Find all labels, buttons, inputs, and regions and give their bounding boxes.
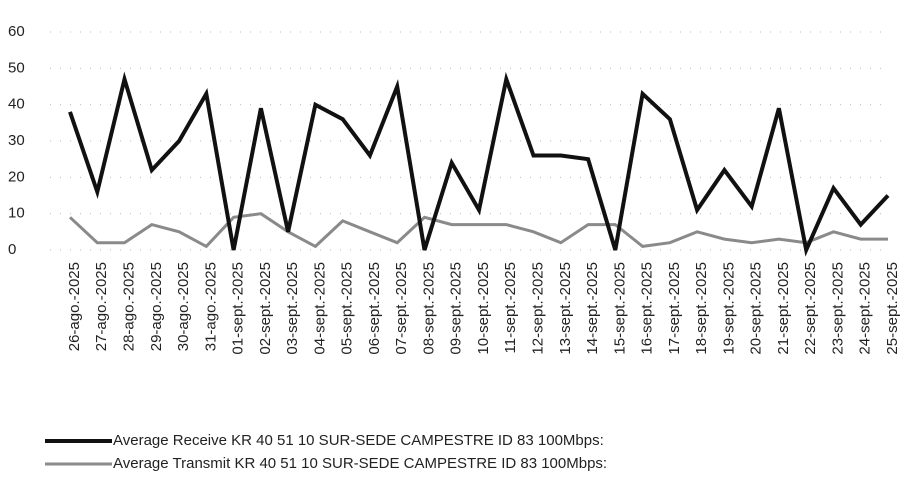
data-line — [68, 71, 890, 257]
x-tick-label: 12-sept.-2025 — [530, 262, 547, 355]
x-tick-label: 18-sept.-2025 — [693, 262, 710, 355]
x-tick-label: 02-sept.-2025 — [257, 262, 274, 355]
x-tick-label: 07-sept.-2025 — [393, 262, 410, 355]
y-tick-label: 10 — [8, 205, 25, 222]
x-tick-label: 17-sept.-2025 — [666, 262, 683, 355]
x-tick-label: 31-ago.-2025 — [202, 262, 219, 351]
x-tick-label: 25-sept.-2025 — [884, 262, 901, 355]
x-tick-label: 06-sept.-2025 — [366, 262, 383, 355]
x-tick-label: 19-sept.-2025 — [720, 262, 737, 355]
x-tick-label: 10-sept.-2025 — [475, 262, 492, 355]
x-tick-label: 28-ago.-2025 — [121, 262, 138, 351]
x-tick-label: 15-sept.-2025 — [611, 262, 628, 355]
x-tick-label: 05-sept.-2025 — [339, 262, 356, 355]
legend-label: Average Receive KR 40 51 10 SUR-SEDE CAM… — [113, 432, 604, 449]
x-tick-label: 03-sept.-2025 — [284, 262, 301, 355]
x-tick-label: 01-sept.-2025 — [230, 262, 247, 355]
x-tick-label: 23-sept.-2025 — [829, 262, 846, 355]
x-tick-label: 20-sept.-2025 — [748, 262, 765, 355]
y-tick-label: 0 — [8, 241, 16, 258]
legend-label: Average Transmit KR 40 51 10 SUR-SEDE CA… — [113, 455, 607, 472]
x-tick-label: 11-sept.-2025 — [502, 262, 519, 353]
x-tick-label: 30-ago.-2025 — [175, 262, 192, 351]
x-tick-label: 22-sept.-2025 — [802, 262, 819, 355]
y-tick-label: 60 — [8, 23, 25, 40]
x-tick-label: 16-sept.-2025 — [639, 262, 656, 355]
y-tick-label: 50 — [8, 59, 25, 76]
x-tick-label: 09-sept.-2025 — [448, 262, 465, 355]
x-tick-label: 14-sept.-2025 — [584, 262, 601, 355]
x-tick-label: 04-sept.-2025 — [311, 262, 328, 355]
y-tick-label: 30 — [8, 132, 25, 149]
x-tick-label: 13-sept.-2025 — [557, 262, 574, 355]
y-tick-label: 20 — [8, 168, 25, 185]
x-tick-label: 21-sept.-2025 — [775, 262, 792, 355]
data-line — [68, 212, 888, 249]
x-tick-label: 27-ago.-2025 — [93, 262, 110, 351]
x-tick-label: 29-ago.-2025 — [148, 262, 165, 351]
x-tick-label: 24-sept.-2025 — [857, 262, 874, 355]
y-tick-label: 40 — [8, 96, 25, 113]
x-tick-label: 26-ago.-2025 — [66, 262, 83, 351]
x-tick-label: 08-sept.-2025 — [420, 262, 437, 355]
